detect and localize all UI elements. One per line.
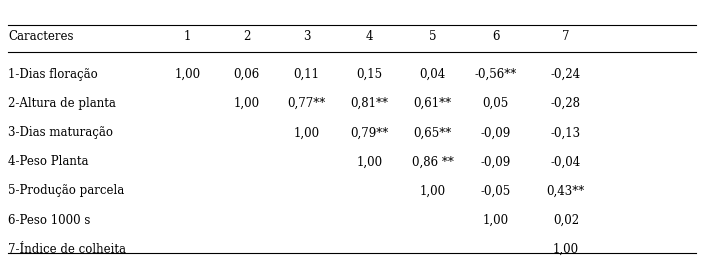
Text: 0,04: 0,04 (420, 68, 446, 81)
Text: 1,00: 1,00 (234, 97, 260, 110)
Text: 7: 7 (562, 30, 570, 43)
Text: 1-Dias floração: 1-Dias floração (8, 68, 98, 81)
Text: -0,04: -0,04 (551, 155, 581, 168)
Text: 1,00: 1,00 (553, 243, 579, 256)
Text: 5: 5 (429, 30, 436, 43)
Text: 6-Peso 1000 s: 6-Peso 1000 s (8, 213, 91, 226)
Text: 0,65**: 0,65** (413, 126, 452, 139)
Text: 7-Índice de colheita: 7-Índice de colheita (8, 243, 127, 256)
Text: 0,77**: 0,77** (287, 97, 325, 110)
Text: 0,61**: 0,61** (413, 97, 452, 110)
Text: Caracteres: Caracteres (8, 30, 74, 43)
Text: 0,02: 0,02 (553, 213, 579, 226)
Text: 1,00: 1,00 (356, 155, 382, 168)
Text: 6: 6 (492, 30, 500, 43)
Text: 0,81**: 0,81** (351, 97, 389, 110)
Text: 4: 4 (366, 30, 373, 43)
Text: 1,00: 1,00 (420, 184, 446, 197)
Text: 0,05: 0,05 (483, 97, 509, 110)
Text: 1,00: 1,00 (294, 126, 320, 139)
Text: 0,86 **: 0,86 ** (412, 155, 453, 168)
Text: 2-Altura de planta: 2-Altura de planta (8, 97, 116, 110)
Text: 4-Peso Planta: 4-Peso Planta (8, 155, 89, 168)
Text: 1: 1 (184, 30, 191, 43)
Text: 2: 2 (243, 30, 251, 43)
Text: 1,00: 1,00 (174, 68, 200, 81)
Text: 3-Dias maturação: 3-Dias maturação (8, 126, 113, 139)
Text: -0,09: -0,09 (481, 155, 511, 168)
Text: 0,43**: 0,43** (547, 184, 585, 197)
Text: 0,11: 0,11 (294, 68, 320, 81)
Text: 3: 3 (303, 30, 310, 43)
Text: -0,09: -0,09 (481, 126, 511, 139)
Text: 0,79**: 0,79** (351, 126, 389, 139)
Text: 0,06: 0,06 (234, 68, 260, 81)
Text: -0,05: -0,05 (481, 184, 511, 197)
Text: 1,00: 1,00 (483, 213, 509, 226)
Text: -0,24: -0,24 (551, 68, 581, 81)
Text: -0,13: -0,13 (551, 126, 581, 139)
Text: 0,15: 0,15 (356, 68, 382, 81)
Text: 5-Produção parcela: 5-Produção parcela (8, 184, 125, 197)
Text: -0,56**: -0,56** (474, 68, 517, 81)
Text: -0,28: -0,28 (551, 97, 581, 110)
